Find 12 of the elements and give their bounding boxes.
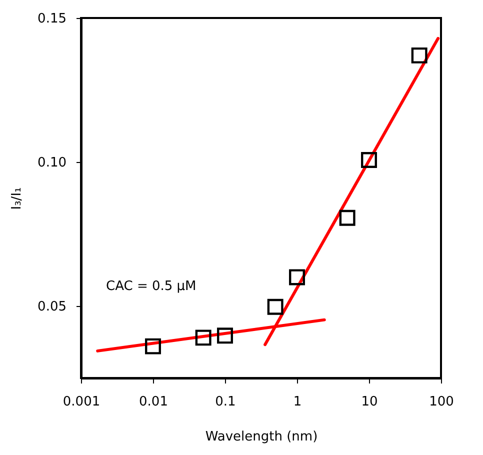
x-tick-label: 100 bbox=[429, 394, 454, 410]
x-axis-title: Wavelength (nm) bbox=[205, 430, 318, 444]
y-axis-title: I₃/I₁ bbox=[10, 187, 25, 210]
x-tick-label: 1 bbox=[293, 394, 302, 410]
annotation: CAC = 0.5 μM bbox=[106, 279, 196, 294]
x-tick-label: 0.01 bbox=[139, 394, 168, 410]
x-tick-label: 0.1 bbox=[215, 394, 236, 410]
y-tick-label: 0.10 bbox=[38, 156, 66, 170]
x-tick-label: 0.001 bbox=[62, 394, 100, 410]
y-tick-label: 0.05 bbox=[38, 300, 66, 314]
y-tick-label: 0.15 bbox=[38, 12, 66, 26]
x-tick-label: 10 bbox=[361, 394, 378, 410]
